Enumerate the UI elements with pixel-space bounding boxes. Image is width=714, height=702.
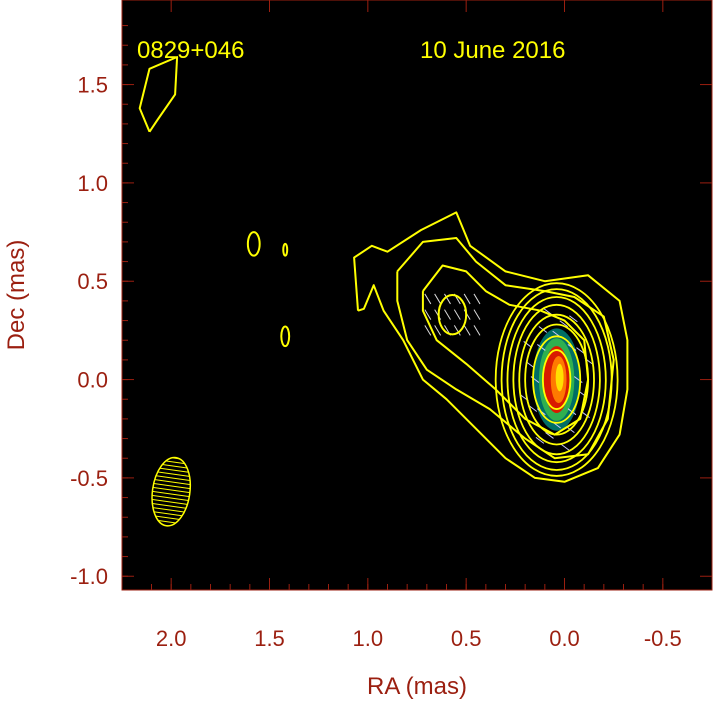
contour-line [138, 56, 179, 133]
beam-ellipse [151, 456, 192, 527]
polarization-vector [463, 325, 471, 336]
plot-background [121, 0, 713, 591]
x-tick-label: -0.5 [644, 626, 682, 651]
contour-line [396, 237, 615, 460]
core-contour [518, 313, 595, 446]
x-tick-label: 1.0 [353, 626, 384, 651]
y-tick-label: -0.5 [70, 466, 108, 491]
y-tick-label: 1.0 [77, 171, 108, 196]
polarization-vector [444, 293, 451, 305]
contour-line [353, 211, 629, 483]
polarization-vector [434, 293, 442, 305]
knot-contour [437, 294, 468, 336]
x-tick-label: 2.0 [156, 626, 187, 651]
date-annotation: 10 June 2016 [420, 37, 565, 64]
core-contour [494, 282, 619, 477]
y-axis-title: Dec (mas) [3, 240, 30, 351]
core-contour [541, 349, 572, 410]
core-emission-peak [555, 363, 564, 392]
core-contour [512, 303, 601, 456]
polarization-vector [559, 320, 569, 328]
polarization-vector [528, 405, 538, 412]
y-tick-label: 1.5 [77, 73, 108, 98]
y-tick-label: -1.0 [70, 564, 108, 589]
isolated-contour [282, 242, 289, 257]
core-contour [524, 323, 590, 436]
x-tick-label: 0.5 [451, 626, 482, 651]
polarization-vector [453, 309, 461, 320]
polarization-vector [473, 309, 481, 320]
y-tick-label: 0.5 [77, 269, 108, 294]
polarization-vector [473, 293, 481, 305]
isolated-contour [280, 325, 291, 348]
polarization-vector [535, 436, 545, 444]
axis-ticks: 2.0 1.5 1.0 0.5 0.0 -0.5 1.5 1.0 0.5 0.0 -0.5 -1.0 [70, 0, 712, 651]
polarization-vector [434, 325, 442, 336]
polarization-vector [444, 309, 451, 320]
x-tick-label: 1.5 [254, 626, 285, 651]
polarization-vector [424, 325, 432, 336]
polarization-vector [545, 432, 554, 439]
plot-marks [138, 56, 629, 527]
source-annotation: 0829+046 [137, 37, 244, 64]
polarization-vector [424, 293, 432, 305]
core-contour [506, 296, 607, 464]
polarization-vector [569, 315, 578, 323]
x-axis-title: RA (mas) [367, 673, 467, 700]
core-contour [500, 288, 613, 471]
y-tick-label: 0.0 [77, 368, 108, 393]
polarization-vector [463, 293, 471, 305]
polarization-vector [424, 309, 432, 320]
polarization-vector [576, 347, 585, 355]
polarization-vector [560, 443, 570, 451]
polarization-vector [473, 325, 481, 336]
x-tick-label: 0.0 [549, 626, 580, 651]
isolated-contour [246, 231, 261, 257]
polarization-vector [453, 325, 461, 336]
core-contour [532, 335, 582, 424]
